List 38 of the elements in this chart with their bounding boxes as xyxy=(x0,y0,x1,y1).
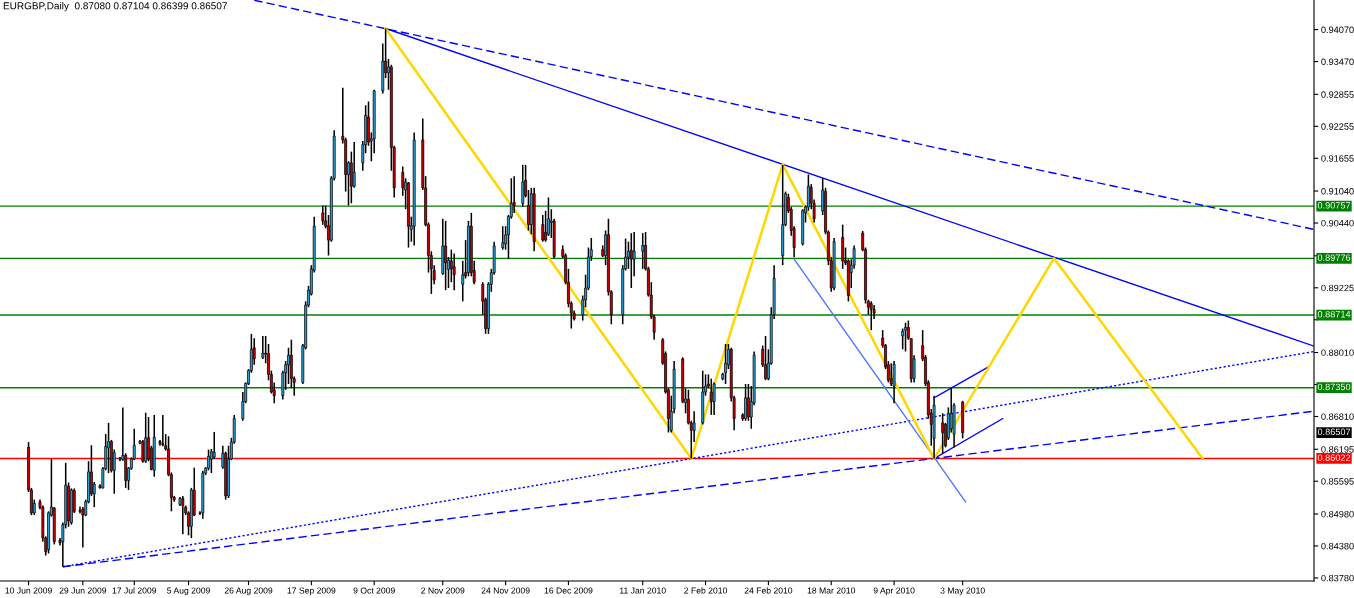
x-tick-label: 16 Dec 2009 xyxy=(544,587,593,594)
x-tick-label: 17 Sep 2009 xyxy=(287,587,336,596)
y-tick-label: 0.90440 xyxy=(1321,219,1354,227)
y-tick-label: 0.89225 xyxy=(1321,284,1354,292)
y-tick-label: 0.85595 xyxy=(1321,478,1354,485)
x-tick-label: 26 Aug 2009 xyxy=(224,587,273,596)
ref-line-label: 0.89776 xyxy=(1317,254,1351,261)
y-tick-label: 0.94070 xyxy=(1321,26,1354,33)
x-tick-label: 9 Oct 2009 xyxy=(353,587,395,594)
ref-line-label: 0.90757 xyxy=(1317,202,1351,209)
y-tick-label: 0.86195 xyxy=(1321,446,1354,453)
y-tick-label: 0.84980 xyxy=(1321,510,1354,518)
x-tick-label: 2 Feb 2010 xyxy=(684,587,728,594)
x-tick-label: 9 Apr 2010 xyxy=(873,587,915,596)
x-tick-label: 3 May 2010 xyxy=(940,587,985,596)
y-tick-label: 0.92255 xyxy=(1321,123,1354,130)
y-tick-label: 0.84380 xyxy=(1321,542,1354,550)
y-tick-label: 0.91655 xyxy=(1321,155,1354,162)
x-tick-label: 5 Aug 2009 xyxy=(167,587,210,596)
x-tick-label: 18 Mar 2010 xyxy=(807,587,856,594)
y-tick-label: 0.92855 xyxy=(1321,91,1354,98)
chart-title: EURGBP,Daily 0.87080 0.87104 0.86399 0.86507 xyxy=(3,2,227,12)
y-tick-label: 0.86810 xyxy=(1321,413,1354,420)
ref-line-label: 0.86022 xyxy=(1317,454,1351,461)
x-tick-label: 24 Feb 2010 xyxy=(744,587,793,594)
x-tick-label: 29 Jun 2009 xyxy=(59,587,107,594)
y-tick-label: 0.83780 xyxy=(1321,574,1354,582)
x-tick-label: 17 Jul 2009 xyxy=(112,587,157,594)
ref-line-label: 0.87350 xyxy=(1317,383,1351,391)
x-tick-label: 10 Jun 2009 xyxy=(5,587,52,594)
x-tick-label: 24 Nov 2009 xyxy=(481,587,530,594)
x-tick-label: 2 Nov 2009 xyxy=(421,587,465,594)
y-tick-label: 0.88010 xyxy=(1321,349,1354,356)
ref-line-label: 0.88714 xyxy=(1317,310,1351,318)
y-tick-label: 0.93470 xyxy=(1321,58,1354,65)
y-tick-label: 0.91040 xyxy=(1321,187,1354,195)
annotation: 0.86507 xyxy=(1317,428,1351,436)
x-tick-label: 11 Jan 2010 xyxy=(619,587,666,594)
